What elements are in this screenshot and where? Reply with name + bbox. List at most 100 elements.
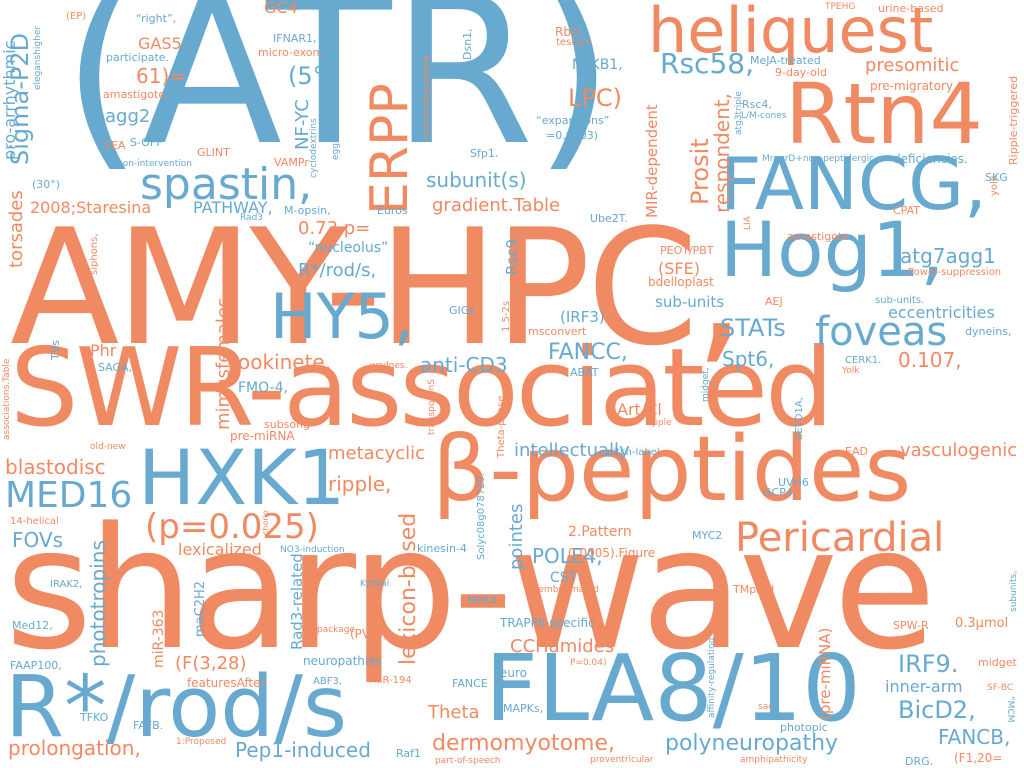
word-part-of-speech: part-of-speech bbox=[435, 756, 501, 766]
word-l-m-cones: L/M-cones bbox=[741, 111, 787, 121]
word-kinesin-4: kinesin-4 bbox=[417, 542, 467, 555]
word-associations-table: associations.Table bbox=[2, 358, 12, 440]
word-siphons: siphons, bbox=[89, 233, 100, 275]
word-midget-comma: midget, bbox=[701, 367, 711, 402]
word-ripple: ripple bbox=[646, 418, 672, 428]
word-urine-based: urine-based bbox=[878, 2, 944, 15]
word-nucleolus: “nucleolus” bbox=[308, 240, 389, 256]
word-mimusfemales: mimusfemales bbox=[213, 297, 234, 430]
word-spt6: Spt6, bbox=[722, 347, 775, 371]
word-cchamides: CCHamides bbox=[510, 636, 615, 657]
word-stats: STATs bbox=[720, 314, 786, 342]
word-gradient-table: gradient.Table bbox=[432, 195, 561, 216]
word-pvc: (PVC), bbox=[350, 627, 388, 641]
word-ripple-triggered: Ripple-triggered bbox=[1007, 75, 1020, 165]
word-abf3: ABF3, bbox=[313, 676, 342, 687]
word-featuresafter: featuresAfter bbox=[187, 676, 266, 690]
word-foveas: foveas bbox=[815, 309, 948, 355]
word-eggshells: eggshells bbox=[331, 117, 341, 160]
word-f1-20: (F1,20= bbox=[954, 751, 1003, 765]
word-atr: (ATR) bbox=[62, 0, 614, 191]
word-inner-arm: inner-arm bbox=[885, 677, 963, 696]
word-eccentricities: eccentricities bbox=[888, 303, 995, 322]
word-yolk-cap: Yolk bbox=[842, 366, 860, 376]
word-agg2: agg2 bbox=[105, 106, 151, 127]
word-peot-pbt: PEOT/PBT bbox=[660, 244, 714, 257]
word-dsn1: Dsn1, bbox=[461, 28, 474, 60]
word-gcp4: GCP4, bbox=[763, 486, 797, 499]
word-ripple-comma: ripple, bbox=[328, 472, 392, 496]
word-phototropins: phototropins bbox=[86, 540, 110, 667]
word-0-107: 0.107, bbox=[898, 348, 962, 372]
word-erpp: ERPP bbox=[360, 83, 420, 215]
word-tvs: TVs bbox=[49, 340, 62, 360]
word-fmo-4: FMO-4, bbox=[238, 380, 288, 396]
word-f-3-28: (F(3,28) bbox=[175, 653, 247, 674]
word-mpk4: MPK4 bbox=[467, 594, 498, 607]
word-mir-dependent: MIR-dependent bbox=[643, 104, 661, 218]
word-spw-r: SPW-R bbox=[893, 619, 929, 632]
word-mrgprd: MrgprD+non-peptidergic bbox=[762, 154, 875, 164]
word-pitch-label: pitch-label bbox=[607, 447, 660, 458]
word-sea: SEA bbox=[104, 139, 126, 152]
word-wedges: wedges. bbox=[370, 361, 408, 371]
word-14-helical: 14-helical bbox=[10, 516, 59, 527]
word-ifnar1: IFNAR1, bbox=[273, 32, 317, 45]
word-beta-peptides: β-peptides bbox=[432, 417, 912, 522]
word-rsc4: Rsc4, bbox=[742, 98, 772, 111]
word-deficiencies: deficiencies. bbox=[893, 152, 968, 166]
word-amphipathicity: amphipathicity bbox=[740, 755, 808, 765]
word-unembryonated: unembryonated bbox=[527, 585, 599, 595]
word-subunits-comma: subunits, bbox=[1009, 570, 1019, 612]
word-sfe: (SFE) bbox=[658, 259, 700, 278]
word-nfkb1: NFKB1, bbox=[572, 57, 623, 73]
word-power-suppression: Power-suppression bbox=[908, 267, 1002, 278]
word-photopic: photopic bbox=[780, 721, 828, 734]
word-chorio: chorio bbox=[261, 510, 270, 535]
word-expansions: “expansions” bbox=[536, 114, 610, 127]
word-phr: Phr bbox=[90, 341, 117, 360]
word-hxk1: HXK1 bbox=[138, 433, 346, 522]
word-pericardial: Pericardial bbox=[735, 515, 945, 561]
word-5-deg: (5°, bbox=[288, 62, 333, 90]
word-sac: sac bbox=[758, 702, 774, 712]
word-0-0003: =0.0003) bbox=[546, 129, 598, 142]
word-atg3triple: atg3triple bbox=[734, 91, 744, 135]
word-rtn4: Rtn4 bbox=[785, 65, 983, 163]
word-med12: Med12, bbox=[12, 619, 53, 632]
word-ep: (EP) bbox=[66, 11, 87, 22]
word-pre-mirna-paren: (pre-miRNA) bbox=[816, 627, 834, 720]
word-gas5: GAS5. bbox=[138, 34, 187, 53]
word-intellectually: intellectually bbox=[514, 440, 630, 461]
word-irf3: (IRF3) bbox=[560, 308, 605, 326]
word-fafb: FAFB. bbox=[133, 719, 164, 732]
word-2008-staresina: 2008;Staresina bbox=[30, 198, 152, 217]
word-0-0005-figure: 0.0005).Figure bbox=[568, 546, 656, 560]
word-amastigote-comma: amastigote, bbox=[103, 88, 169, 101]
word-1-proposed: 1:Proposed bbox=[176, 737, 227, 747]
word-tfko: TFKO bbox=[80, 711, 109, 724]
word-rad3: Rad3 bbox=[240, 213, 264, 223]
word-dermomyotome: dermomyotome, bbox=[432, 731, 616, 756]
word-fovs: FOVs bbox=[12, 528, 63, 552]
word-lpc: LPC) bbox=[568, 84, 622, 112]
word-neuropathies: neuropathies bbox=[303, 654, 382, 668]
word-euros: Euros bbox=[377, 204, 408, 217]
word-s-off: S-OFF bbox=[130, 136, 163, 149]
word-pointes: pointes bbox=[506, 503, 527, 570]
word-amy-hpc: AMY-HPC, bbox=[10, 194, 745, 381]
word-fancb: FANCB, bbox=[938, 725, 1011, 749]
word-irak2: IRAK2, bbox=[50, 579, 83, 590]
word-abat: ABAT bbox=[570, 366, 599, 379]
word-old-new: old-new bbox=[90, 442, 126, 452]
word-0-3umol: 0.3µmol bbox=[955, 616, 1009, 631]
word-ead: EAD bbox=[845, 445, 868, 458]
word-pep1-induced: Pep1-induced bbox=[235, 738, 371, 762]
word-fancg: FANCG, bbox=[720, 142, 987, 226]
word-anti-cd3: anti-CD3 bbox=[420, 353, 508, 377]
word-theta-phase: Theta-phase bbox=[496, 395, 507, 458]
word-rsc9: Rsc9, bbox=[503, 234, 521, 275]
word-med16: MED16 bbox=[5, 475, 133, 516]
word-30-deg: (30°) bbox=[32, 178, 61, 191]
